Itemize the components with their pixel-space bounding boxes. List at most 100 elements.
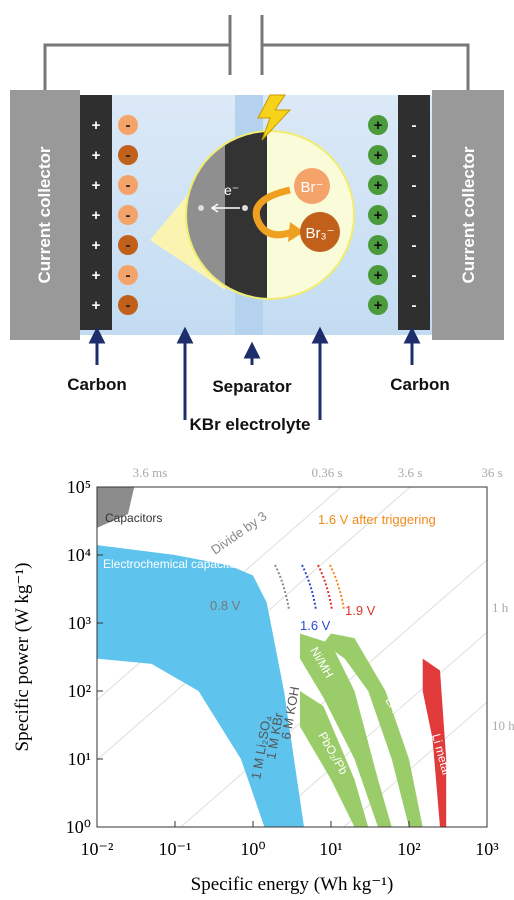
- current-collector: [10, 90, 80, 340]
- charge-sign: -: [126, 177, 131, 194]
- electron-dot: [198, 205, 204, 211]
- current-collector: [432, 90, 504, 340]
- charge-sign: +: [92, 297, 101, 314]
- charge-sign: +: [374, 117, 383, 134]
- ion: [368, 145, 388, 165]
- ion: [118, 265, 138, 285]
- x-tick-label: 10²: [397, 839, 420, 859]
- annotation: 0.8 V: [210, 598, 241, 613]
- collector-label: Current collector: [35, 146, 54, 283]
- charge-sign: +: [374, 237, 383, 254]
- ion: [368, 205, 388, 225]
- device-curve: [329, 564, 345, 611]
- device-curve: [317, 564, 333, 611]
- ion: [118, 115, 138, 135]
- plot-frame: [96, 486, 488, 828]
- wire: [43, 43, 470, 110]
- bromide-ion: [294, 168, 330, 204]
- charge-sign: -: [412, 117, 417, 134]
- y-tick-label: 10⁵: [67, 477, 91, 497]
- y-tick-label: 10⁴: [67, 545, 91, 565]
- lightning: [257, 94, 292, 141]
- tribromide-ion: [300, 212, 340, 252]
- ion: [118, 175, 138, 195]
- ion: [368, 175, 388, 195]
- arrowhead: [288, 222, 304, 242]
- region: [97, 545, 304, 827]
- charge-sign: -: [412, 267, 417, 284]
- time-label: 0.36 s: [311, 465, 342, 480]
- charge-sign: +: [374, 177, 383, 194]
- x-tick-label: 10⁻¹: [159, 839, 192, 859]
- charge-sign: -: [412, 177, 417, 194]
- reaction-arrow: [252, 186, 294, 239]
- charge-sign: -: [126, 117, 131, 134]
- electron: e⁻: [224, 182, 239, 198]
- region-label: Capacitors: [105, 511, 162, 525]
- electron-dot: [242, 205, 248, 211]
- charge-sign: -: [412, 297, 417, 314]
- y-tick-label: 10²: [68, 681, 91, 701]
- x-tick-label: 10¹: [319, 839, 342, 859]
- ion: [118, 205, 138, 225]
- charge-sign: +: [92, 117, 101, 134]
- region: [97, 487, 135, 528]
- charge-sign: -: [412, 207, 417, 224]
- carbon-label: Carbon: [67, 375, 127, 394]
- carbon-electrode: [80, 95, 112, 330]
- region-label: Electrochemical capacitors: [103, 557, 246, 571]
- carbon-electrode: [398, 95, 430, 330]
- annotation: 1.9 V: [345, 603, 376, 618]
- bromide: Br⁻: [301, 179, 324, 196]
- zoom-carbon: [225, 132, 267, 298]
- device-curve: [301, 564, 317, 611]
- charge-sign: -: [126, 147, 131, 164]
- ragone-chart: 3.6 ms 0.36 s 3.6 s 36 s 1 h 10 h Capaci…: [12, 465, 514, 895]
- electrolyte-label: KBr electrolyte: [190, 415, 311, 434]
- time-label: 3.6 ms: [133, 465, 168, 480]
- charge-sign: -: [126, 267, 131, 284]
- time-label: 3.6 s: [398, 465, 423, 480]
- time-label: 1 h: [492, 600, 509, 615]
- plot-area: [97, 487, 447, 827]
- x-tick-label: 10⁻²: [81, 839, 114, 859]
- charge-sign: +: [374, 147, 383, 164]
- region: [323, 633, 423, 827]
- annotation: 1.6 V: [300, 618, 331, 633]
- separator-label: Separator: [212, 377, 292, 396]
- region: [300, 633, 392, 827]
- x-axis-label: Specific energy (Wh kg⁻¹): [191, 874, 394, 895]
- y-tick-label: 10¹: [68, 749, 91, 769]
- charge-sign: +: [92, 207, 101, 224]
- charge-sign: +: [374, 297, 383, 314]
- ion: [368, 235, 388, 255]
- region: [300, 691, 369, 827]
- region: [422, 658, 447, 827]
- time-label: 36 s: [481, 465, 502, 480]
- annotation: 1.6 V after triggering: [318, 512, 436, 527]
- x-tick-label: 10³: [475, 839, 499, 859]
- pointer-arrows: [88, 326, 421, 420]
- charge-sign: -: [126, 207, 131, 224]
- y-tick-label: 10⁰: [66, 817, 91, 837]
- collector-label: Current collector: [459, 146, 478, 283]
- charge-sign: -: [412, 147, 417, 164]
- charge-sign: -: [126, 297, 131, 314]
- arrow: [210, 203, 240, 213]
- charge-sign: +: [92, 177, 101, 194]
- charge-sign: +: [92, 237, 101, 254]
- charge-sign: +: [374, 267, 383, 284]
- ion: [368, 295, 388, 315]
- charge-sign: +: [92, 147, 101, 164]
- charge-sign: -: [412, 237, 417, 254]
- carbon-label: Carbon: [390, 375, 450, 394]
- charge-sign: -: [126, 237, 131, 254]
- charge-sign: +: [374, 207, 383, 224]
- y-tick-label: 10³: [68, 613, 92, 633]
- region-label: Li metal: [429, 732, 453, 776]
- x-tick-label: 10⁰: [240, 839, 265, 859]
- ion: [118, 145, 138, 165]
- ion: [368, 115, 388, 135]
- ion: [118, 235, 138, 255]
